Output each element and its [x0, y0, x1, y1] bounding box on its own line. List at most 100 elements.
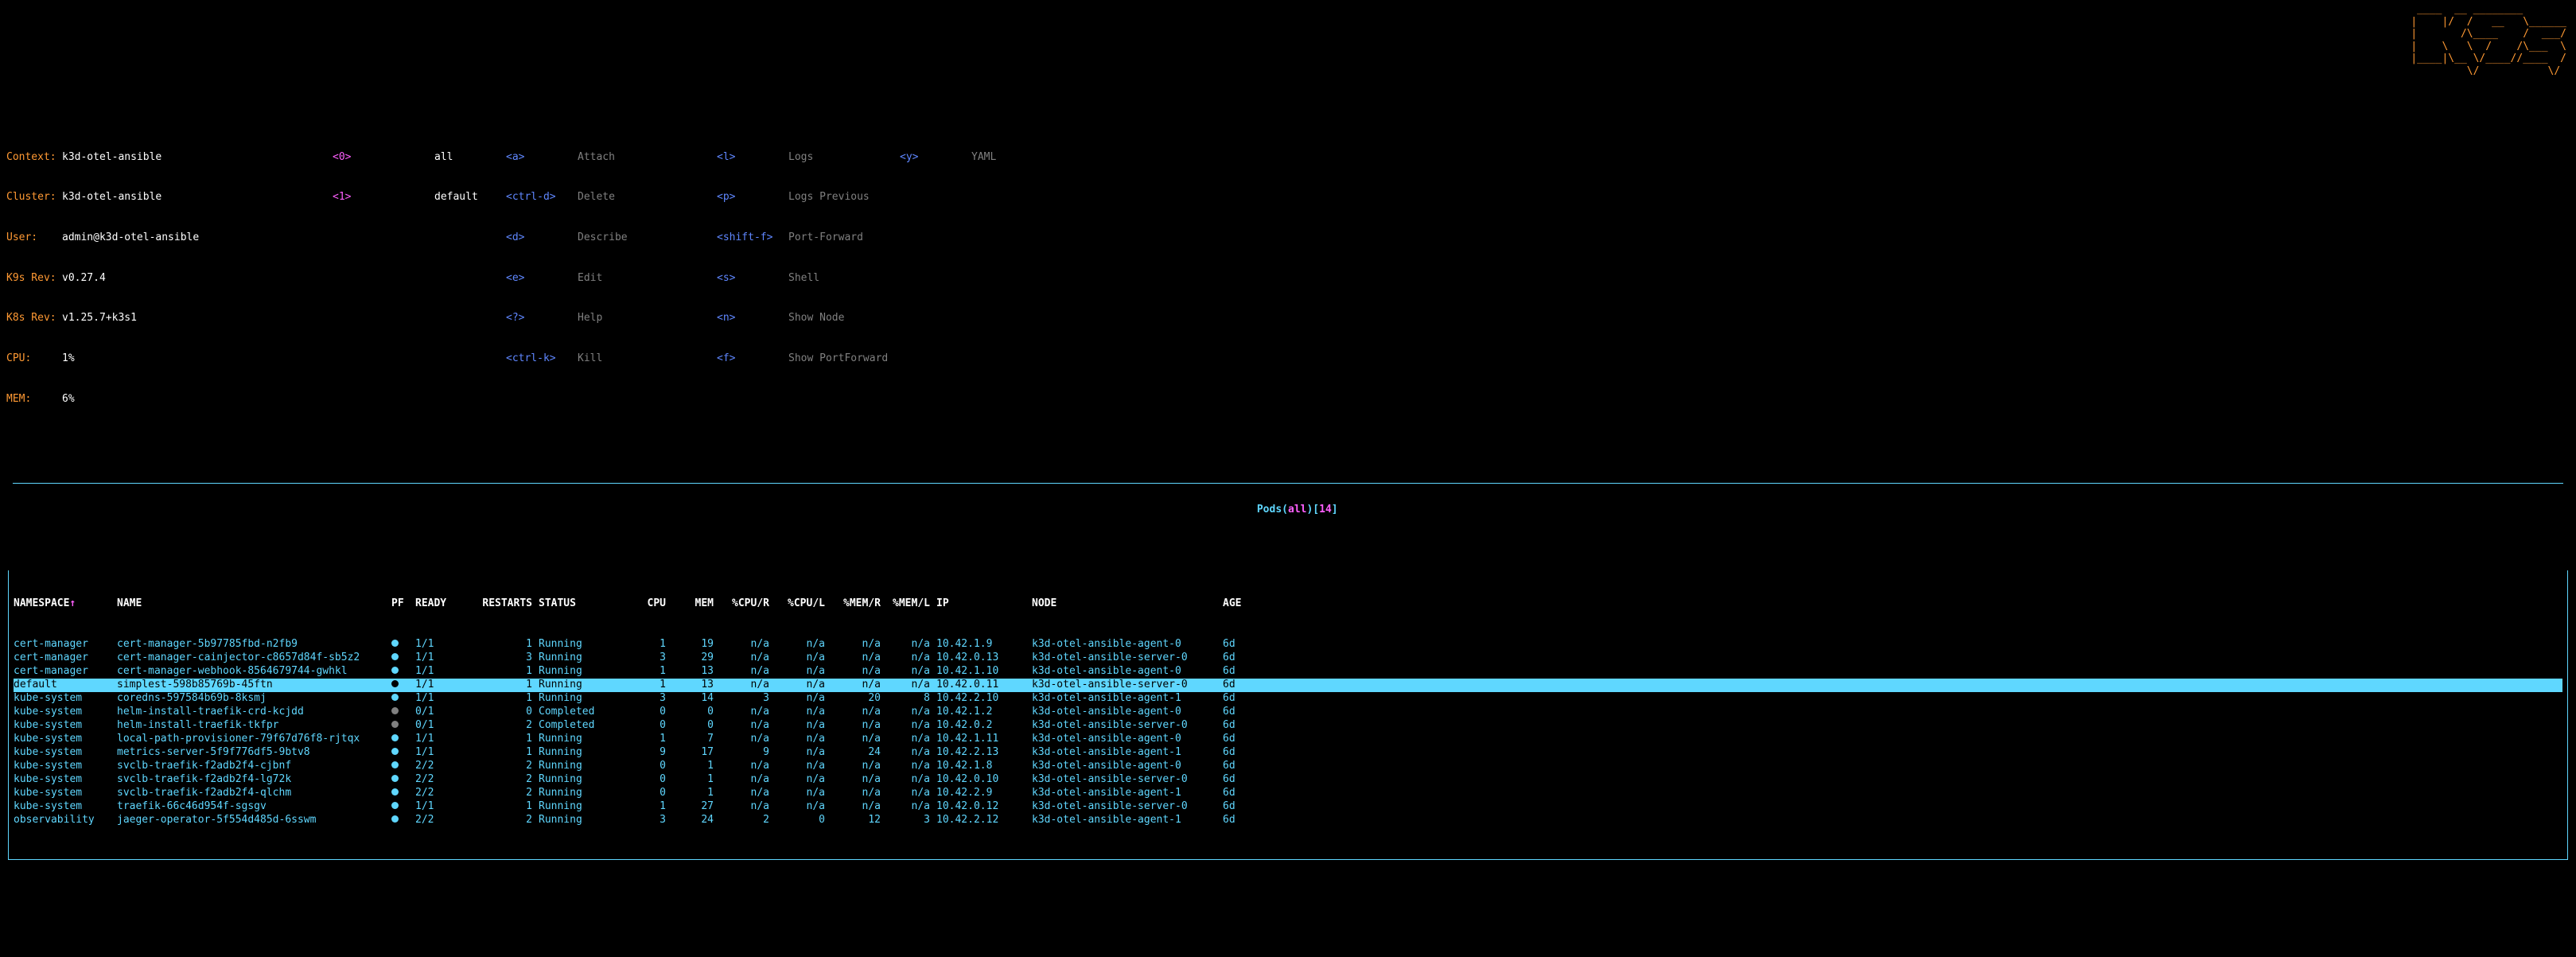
col-mem[interactable]: MEM	[666, 597, 714, 611]
cell-ready: 0/1	[415, 706, 467, 719]
cell-cpul: n/a	[769, 773, 825, 787]
cell-cpur: 3	[714, 692, 769, 706]
col-node[interactable]: NODE	[1032, 597, 1223, 611]
cluster-label: Cluster:	[6, 191, 62, 204]
pod-row[interactable]: kube-systemmetrics-server-5f9f776df5-9bt…	[14, 746, 2562, 760]
pod-row[interactable]: cert-managercert-manager-webhook-8564679…	[14, 665, 2562, 679]
mem-label: MEM:	[6, 393, 62, 407]
shortcut-key[interactable]: <y>	[900, 151, 971, 165]
cell-cpul: n/a	[769, 760, 825, 773]
cell-meml: 3	[881, 814, 936, 827]
cell-ip: 10.42.1.8	[936, 760, 1032, 773]
shortcut-key[interactable]: <p>	[717, 191, 788, 204]
shortcut-key[interactable]: <f>	[717, 352, 788, 366]
shortcut-val: Show PortForward	[788, 352, 900, 366]
cell-ready: 1/1	[415, 733, 467, 746]
pod-row[interactable]: cert-managercert-manager-cainjector-c865…	[14, 652, 2562, 665]
cell-ready: 1/1	[415, 652, 467, 665]
cell-namespace: kube-system	[14, 692, 117, 706]
pod-row[interactable]: kube-systemlocal-path-provisioner-79f67d…	[14, 733, 2562, 746]
cell-restarts: 1	[467, 679, 539, 692]
cell-memr: n/a	[825, 638, 881, 652]
cell-cpu: 1	[618, 679, 666, 692]
col-restarts[interactable]: RESTARTS	[467, 597, 539, 611]
cell-memr: n/a	[825, 773, 881, 787]
header: Context: k3d-otel-ansible <0> all <a> At…	[6, 124, 2570, 433]
cell-meml: n/a	[881, 638, 936, 652]
pod-row[interactable]: observabilityjaeger-operator-5f554d485d-…	[14, 814, 2562, 827]
cell-pf	[391, 719, 415, 733]
cell-name: cert-manager-5b97785fbd-n2fb9	[117, 638, 391, 652]
shortcut-key[interactable]: <n>	[717, 312, 788, 325]
cell-memr: n/a	[825, 760, 881, 773]
pod-row[interactable]: kube-systemtraefik-66c46d954f-sgsgv1/11R…	[14, 800, 2562, 814]
pod-row[interactable]: kube-systemsvclb-traefik-f2adb2f4-lg72k2…	[14, 773, 2562, 787]
cell-pf	[391, 787, 415, 800]
col-pf[interactable]: PF	[391, 597, 415, 611]
col-ready[interactable]: READY	[415, 597, 467, 611]
pod-row[interactable]: kube-systemhelm-install-traefik-tkfpr0/1…	[14, 719, 2562, 733]
shortcut-val: Show Node	[788, 312, 900, 325]
shortcut-key[interactable]: <a>	[506, 151, 578, 165]
cell-memr: n/a	[825, 787, 881, 800]
cell-name: svclb-traefik-f2adb2f4-lg72k	[117, 773, 391, 787]
k9srev-value: v0.27.4	[62, 272, 333, 286]
pod-row[interactable]: defaultsimplest-598b85769b-45ftn1/11Runn…	[14, 679, 2562, 692]
table-header-row[interactable]: NAMESPACE↑ NAME PF READY RESTARTS STATUS…	[14, 597, 2562, 611]
cell-status: Completed	[539, 719, 618, 733]
cell-status: Completed	[539, 706, 618, 719]
col-status[interactable]: STATUS	[539, 597, 618, 611]
col-cpul[interactable]: %CPU/L	[769, 597, 825, 611]
cell-status: Running	[539, 665, 618, 679]
cell-status: Running	[539, 787, 618, 800]
cell-node: k3d-otel-ansible-agent-1	[1032, 814, 1223, 827]
cell-meml: 8	[881, 692, 936, 706]
shortcut-key[interactable]: <?>	[506, 312, 578, 325]
cell-mem: 29	[666, 652, 714, 665]
cell-ready: 1/1	[415, 679, 467, 692]
col-memr[interactable]: %MEM/R	[825, 597, 881, 611]
cell-memr: n/a	[825, 800, 881, 814]
cell-age: 6d	[1223, 746, 1255, 760]
cell-node: k3d-otel-ansible-server-0	[1032, 800, 1223, 814]
col-age[interactable]: AGE	[1223, 597, 1255, 611]
cell-restarts: 2	[467, 787, 539, 800]
cell-age: 6d	[1223, 706, 1255, 719]
cell-status: Running	[539, 814, 618, 827]
cell-meml: n/a	[881, 733, 936, 746]
shortcut-key[interactable]: <0>	[333, 151, 434, 165]
cell-name: helm-install-traefik-tkfpr	[117, 719, 391, 733]
pod-row[interactable]: cert-managercert-manager-5b97785fbd-n2fb…	[14, 638, 2562, 652]
cell-cpul: n/a	[769, 733, 825, 746]
shortcut-key[interactable]: <ctrl-k>	[506, 352, 578, 366]
pod-row[interactable]: kube-systemhelm-install-traefik-crd-kcjd…	[14, 706, 2562, 719]
col-cpu[interactable]: CPU	[618, 597, 666, 611]
col-meml[interactable]: %MEM/L	[881, 597, 936, 611]
col-cpur[interactable]: %CPU/R	[714, 597, 769, 611]
pod-row[interactable]: kube-systemsvclb-traefik-f2adb2f4-qlchm2…	[14, 787, 2562, 800]
cell-pf	[391, 665, 415, 679]
col-ip[interactable]: IP	[936, 597, 1032, 611]
shortcut-key[interactable]: <ctrl-d>	[506, 191, 578, 204]
shortcut-key[interactable]: <e>	[506, 272, 578, 286]
col-name[interactable]: NAME	[117, 597, 391, 611]
cell-pf	[391, 692, 415, 706]
shortcut-key[interactable]: <1>	[333, 191, 434, 204]
shortcut-key[interactable]: <s>	[717, 272, 788, 286]
cell-cpul: n/a	[769, 638, 825, 652]
shortcut-key[interactable]: <l>	[717, 151, 788, 165]
cell-pf	[391, 800, 415, 814]
cell-meml: n/a	[881, 706, 936, 719]
cell-restarts: 2	[467, 719, 539, 733]
cell-cpu: 0	[618, 719, 666, 733]
cell-age: 6d	[1223, 800, 1255, 814]
shortcut-key[interactable]: <shift-f>	[717, 231, 788, 245]
cell-age: 6d	[1223, 638, 1255, 652]
pod-row[interactable]: kube-systemsvclb-traefik-f2adb2f4-cjbnf2…	[14, 760, 2562, 773]
shortcut-key[interactable]: <d>	[506, 231, 578, 245]
cell-pf	[391, 773, 415, 787]
cell-age: 6d	[1223, 814, 1255, 827]
col-namespace[interactable]: NAMESPACE↑	[14, 597, 117, 611]
cell-ip: 10.42.0.12	[936, 800, 1032, 814]
pod-row[interactable]: kube-systemcoredns-597584b69b-8ksmj1/11R…	[14, 692, 2562, 706]
